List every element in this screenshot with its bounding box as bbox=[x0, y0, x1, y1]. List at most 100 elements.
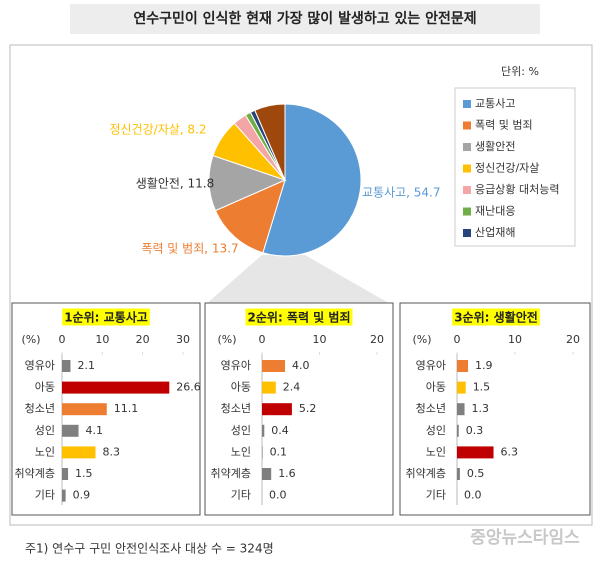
data-label: 0.1 bbox=[270, 445, 288, 458]
data-label: 0.0 bbox=[464, 489, 482, 502]
data-label: 4.0 bbox=[292, 359, 310, 372]
bar bbox=[62, 424, 79, 437]
legend-label: 응급상황 대처능력 bbox=[475, 183, 559, 196]
category-label: 청소년 bbox=[416, 402, 446, 415]
legend-swatch bbox=[463, 100, 471, 108]
data-label: 1.9 bbox=[475, 359, 493, 372]
bar bbox=[457, 403, 465, 416]
category-label: 노인 bbox=[35, 445, 55, 458]
x-tick-label: 0 bbox=[259, 333, 266, 346]
category-label: 노인 bbox=[231, 445, 251, 458]
legend-label: 생활안전 bbox=[475, 139, 515, 153]
x-tick-label: 10 bbox=[313, 333, 327, 346]
frame bbox=[9, 44, 593, 526]
pie-slice bbox=[214, 179, 286, 254]
legend-swatch bbox=[463, 143, 471, 151]
connector bbox=[205, 255, 392, 305]
x-tick-label: 20 bbox=[136, 333, 150, 346]
bar bbox=[62, 381, 170, 394]
unit-label: 단위: % bbox=[501, 65, 539, 78]
legend-label: 폭력 및 범죄 bbox=[475, 119, 533, 132]
data-label: 4.1 bbox=[86, 424, 104, 437]
bar bbox=[262, 360, 285, 372]
category-label: 기타 bbox=[35, 489, 55, 502]
panel bbox=[399, 302, 591, 516]
bar bbox=[457, 446, 494, 459]
data-label: 0.3 bbox=[466, 424, 484, 437]
bar bbox=[262, 446, 263, 459]
data-label: 0.0 bbox=[269, 489, 287, 502]
bar bbox=[262, 403, 292, 416]
category-label: 취약계층 bbox=[406, 466, 446, 480]
category-label: 기타 bbox=[231, 489, 251, 502]
category-label: 노인 bbox=[426, 445, 446, 458]
x-tick-label: 10 bbox=[95, 333, 109, 346]
legend-label: 교통사고 bbox=[475, 97, 515, 110]
bar bbox=[457, 381, 466, 394]
title-box bbox=[70, 4, 540, 34]
bar bbox=[457, 468, 460, 480]
bar bbox=[457, 424, 459, 437]
category-label: 영유아 bbox=[25, 359, 55, 372]
category-label: 영유아 bbox=[221, 359, 251, 372]
category-label: 성인 bbox=[35, 424, 55, 437]
data-label: 1.6 bbox=[278, 467, 296, 480]
data-label: 26.6 bbox=[176, 381, 201, 394]
category-label: 취약계층 bbox=[211, 466, 251, 480]
legend-swatch bbox=[463, 207, 471, 216]
data-label: 0.5 bbox=[467, 467, 485, 480]
legend-label: 정신건강/자살 bbox=[475, 162, 539, 175]
bar bbox=[262, 424, 265, 437]
data-label: 정신건강/자살, 8.2 bbox=[110, 123, 207, 137]
data-label: 1.3 bbox=[472, 402, 490, 415]
data-label: 11.1 bbox=[114, 402, 138, 415]
page-title: 연수구민이 인식한 현재 가장 많이 발생하고 있는 안전문제 bbox=[133, 10, 476, 27]
bar bbox=[262, 381, 276, 394]
x-tick-label: 0 bbox=[59, 333, 66, 346]
data-label: 1.5 bbox=[473, 381, 491, 394]
data-label: 2.4 bbox=[283, 381, 301, 394]
category-label: 청소년 bbox=[221, 402, 251, 415]
data-label: 폭력 및 범죄, 13.7 bbox=[141, 242, 238, 256]
bar bbox=[62, 446, 96, 459]
panel-title: 3순위: 생활안전 bbox=[454, 310, 538, 325]
category-label: 기타 bbox=[426, 489, 446, 502]
panel-title: 1순위: 교통사고 bbox=[64, 310, 148, 325]
axis-label: (%) bbox=[217, 333, 236, 346]
x-tick-label: 10 bbox=[508, 333, 522, 346]
legend-swatch bbox=[463, 186, 471, 194]
legend-swatch bbox=[463, 229, 471, 237]
category-label: 영유아 bbox=[416, 359, 446, 372]
category-label: 아동 bbox=[35, 381, 55, 394]
watermark: 중앙뉴스타임스 bbox=[470, 527, 580, 548]
title-highlight bbox=[245, 308, 353, 326]
panel bbox=[204, 302, 394, 516]
category-label: 청소년 bbox=[25, 402, 55, 415]
axis-label: (%) bbox=[412, 333, 431, 346]
data-label: 2.1 bbox=[77, 359, 95, 372]
title-highlight bbox=[62, 308, 150, 326]
x-tick-label: 30 bbox=[176, 333, 190, 346]
legend-box bbox=[454, 87, 576, 247]
footnote: 주1) 연수구 구민 안전인식조사 대상 수 = 324명 bbox=[25, 542, 274, 556]
bar bbox=[457, 360, 469, 372]
title-highlight bbox=[452, 308, 540, 326]
x-tick-label: 20 bbox=[370, 333, 384, 346]
legend-label: 산업재해 bbox=[475, 225, 515, 239]
x-tick-label: 20 bbox=[566, 333, 580, 346]
data-label: 1.5 bbox=[75, 467, 93, 480]
bar bbox=[62, 403, 107, 416]
pie-slice bbox=[254, 103, 286, 181]
axis-label: (%) bbox=[21, 333, 40, 346]
data-label: 0.4 bbox=[271, 424, 289, 437]
data-label: 0.9 bbox=[73, 489, 91, 502]
x-tick-label: 0 bbox=[454, 333, 461, 346]
bar bbox=[62, 468, 69, 480]
panel-title: 2순위: 폭력 및 범죄 bbox=[248, 310, 351, 325]
bar bbox=[62, 489, 66, 502]
category-label: 성인 bbox=[426, 424, 446, 437]
legend-swatch bbox=[463, 121, 471, 130]
data-label: 교통사고, 54.7 bbox=[362, 186, 441, 200]
pie-slice bbox=[262, 103, 362, 257]
